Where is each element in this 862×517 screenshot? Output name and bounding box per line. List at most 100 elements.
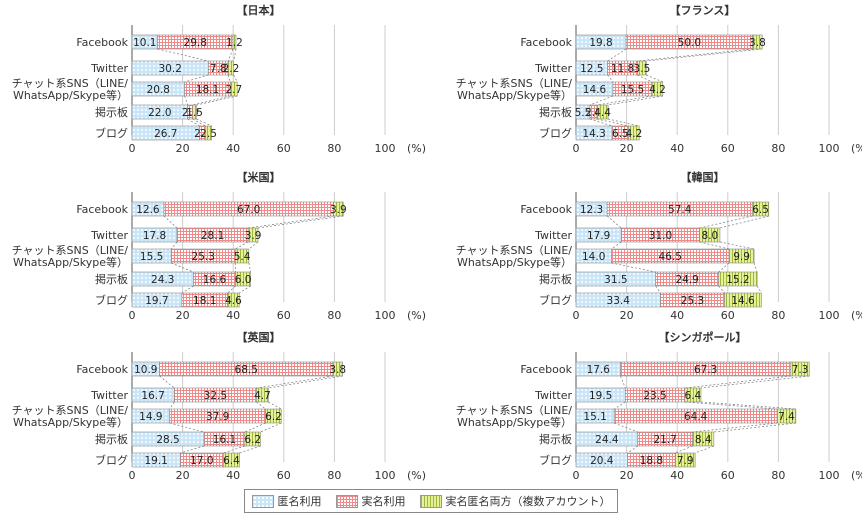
- data-label: 7.3: [792, 364, 809, 376]
- connector-line: [699, 215, 753, 229]
- connector-line: [187, 118, 200, 127]
- connector-line: [675, 445, 693, 454]
- data-label: 1.5: [186, 107, 203, 119]
- connector-line: [157, 48, 209, 62]
- data-label: 6.4: [685, 390, 702, 402]
- bar-both: [752, 34, 763, 50]
- connector-line: [169, 422, 205, 433]
- bar-both: [333, 201, 344, 217]
- data-label: 19.7: [145, 295, 168, 307]
- data-label: 10.1: [133, 37, 156, 49]
- category-label: 掲示板: [539, 105, 572, 119]
- connector-line: [244, 422, 266, 433]
- connector-line: [233, 74, 238, 83]
- data-label: 18.1: [196, 84, 219, 96]
- data-label: 24.3: [151, 274, 174, 286]
- category-label: ブログ: [95, 453, 128, 467]
- connector-line: [606, 215, 622, 229]
- connector-line: [180, 445, 205, 454]
- x-tick-label: 40: [670, 142, 684, 155]
- data-label: 14.6: [583, 84, 607, 96]
- x-tick-label: 80: [771, 142, 785, 155]
- connector-line: [684, 401, 778, 410]
- data-label: 7.4: [778, 411, 795, 423]
- category-label: WhatsApp/Skype等）: [457, 415, 572, 429]
- bar-both: [651, 81, 664, 97]
- data-label: 14.3: [582, 128, 605, 140]
- connector-line: [589, 95, 614, 106]
- connector-line: [248, 262, 252, 273]
- data-label: 3.9: [330, 204, 347, 216]
- data-label: 17.0: [190, 455, 213, 467]
- connector-line: [637, 74, 653, 83]
- x-tick-label: 100: [375, 309, 396, 322]
- connector-line: [756, 285, 762, 294]
- connector-line: [256, 375, 333, 389]
- category-label: ブログ: [539, 453, 572, 467]
- data-label: 23.5: [643, 390, 666, 402]
- connector-line: [260, 422, 282, 433]
- data-label: 25.3: [681, 295, 704, 307]
- panel-title: 【フランス】: [670, 4, 736, 17]
- x-tick-label: 20: [620, 309, 634, 322]
- x-tick-label: 100: [819, 309, 840, 322]
- bar-both: [684, 387, 702, 403]
- connector-line: [719, 241, 755, 250]
- data-label: 6.2: [265, 411, 282, 423]
- category-label: 掲示板: [95, 105, 128, 119]
- x-tick-label: 20: [620, 142, 634, 155]
- category-label: ブログ: [95, 293, 128, 307]
- category-label: Twitter: [90, 389, 128, 402]
- chart-panel-4: 【英国】 0 20 40 60 80 100 (%) Facebook Twitter チャット系S…: [12, 330, 426, 482]
- bar-both: [247, 227, 259, 243]
- x-tick-label: 20: [176, 142, 190, 155]
- connector-line: [248, 215, 334, 229]
- bar-both: [728, 248, 755, 264]
- data-label: 67.0: [237, 204, 260, 216]
- data-label: 17.8: [143, 230, 166, 242]
- data-label: 24.4: [595, 434, 619, 446]
- category-label: Twitter: [90, 62, 128, 75]
- data-label: 4.7: [254, 390, 271, 402]
- connector-line: [192, 118, 206, 127]
- data-label: 31.0: [649, 230, 672, 242]
- x-tick-label: 0: [129, 469, 136, 482]
- data-label: 67.3: [694, 364, 717, 376]
- x-unit-label: (%): [851, 309, 862, 322]
- chart-panel-5: 【シンガポール】 0 20 40 60 80 100 (%) Facebook Twitter チャ…: [456, 330, 862, 482]
- category-label: WhatsApp/Skype等）: [457, 88, 572, 102]
- x-tick-label: 20: [176, 309, 190, 322]
- data-label: 14.0: [582, 251, 605, 263]
- connector-line: [256, 401, 266, 410]
- x-tick-label: 60: [721, 309, 735, 322]
- connector-line: [713, 422, 796, 433]
- connector-line: [268, 375, 343, 389]
- x-unit-label: (%): [851, 142, 862, 155]
- category-label: WhatsApp/Skype等）: [457, 255, 572, 269]
- panel-title: 【韓国】: [681, 170, 725, 184]
- data-label: 25.3: [192, 251, 215, 263]
- category-label: ブログ: [539, 126, 572, 140]
- category-label: チャット系SNS（LINE/: [456, 404, 573, 417]
- legend-item-real: 実名利用: [335, 493, 406, 509]
- data-label: 17.6: [587, 364, 611, 376]
- legend-label-both: 実名匿名両方（複数アカウント）: [445, 495, 611, 508]
- bar-both: [227, 292, 240, 308]
- connector-line: [646, 74, 663, 83]
- data-label: 64.4: [684, 411, 708, 423]
- data-label: 12.6: [136, 204, 160, 216]
- legend-swatch-anon: [251, 494, 274, 508]
- x-tick-label: 0: [573, 309, 580, 322]
- legend-swatch-both: [419, 494, 442, 508]
- connector-line: [719, 215, 769, 229]
- connector-line: [223, 445, 245, 454]
- data-label: 68.5: [235, 364, 258, 376]
- data-label: 46.5: [659, 251, 682, 263]
- data-label: 22.0: [148, 107, 171, 119]
- connector-line: [700, 401, 796, 410]
- connector-line: [170, 241, 178, 250]
- connector-line: [171, 262, 194, 273]
- connector-line: [596, 118, 629, 127]
- connector-line: [611, 262, 656, 273]
